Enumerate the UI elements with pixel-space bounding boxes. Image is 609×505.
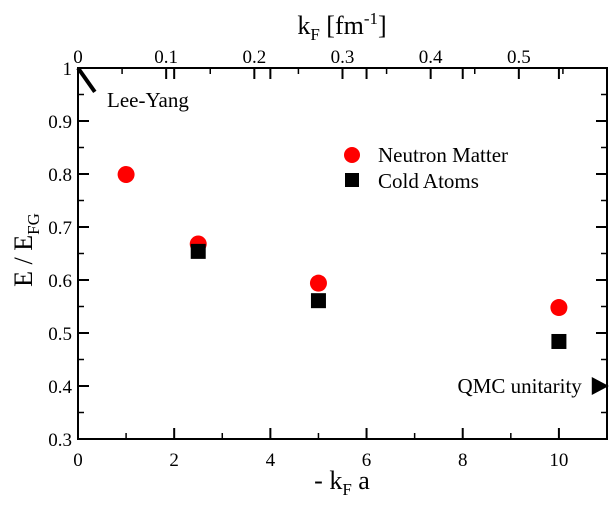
top-tick-label: 0.1 [154, 47, 178, 68]
x-tick-label: 6 [362, 450, 372, 471]
top-tick-label: 0.3 [331, 47, 355, 68]
top-axis-title: kF [fm-1] [297, 9, 386, 44]
qmc-unitarity-label: QMC unitarity [458, 374, 583, 398]
neutron-matter-point [309, 274, 327, 292]
y-axis-title: E / EFG [9, 213, 43, 287]
lee-yang-label: Lee-Yang [107, 88, 189, 112]
y-tick-label: 0.8 [48, 165, 72, 186]
y-tick-label: 0.7 [48, 218, 72, 239]
cold-atoms-point [190, 243, 206, 259]
y-tick-label: 0.9 [48, 112, 72, 133]
annotations: Lee-Yang QMC unitarity [76, 66, 609, 398]
cold-atoms-point [551, 333, 567, 349]
y-tick-label: 0.4 [48, 377, 72, 398]
legend-neutron-marker [344, 147, 360, 163]
y-tick-label: 0.6 [48, 271, 72, 292]
tick-labels: 0 2 4 6 8 10 0 0.1 0.2 0.3 0.4 0.5 0.3 0.4 0.5 0.6 0.7 0.… [48, 47, 568, 471]
qmc-unitarity-marker [591, 377, 609, 395]
x-tick-label: 4 [266, 450, 276, 471]
ticks [77, 67, 607, 440]
legend-cold-marker [345, 173, 359, 187]
x-tick-label: 10 [549, 450, 568, 471]
y-tick-label: 1 [63, 59, 73, 80]
top-tick-label: 0.4 [419, 47, 443, 68]
neutron-matter-point [550, 299, 568, 317]
top-tick-label: 0 [73, 47, 83, 68]
x-tick-label: 0 [73, 450, 83, 471]
legend-neutron-label: Neutron Matter [378, 143, 508, 167]
x-axis-title: - kF a [314, 466, 370, 499]
y-tick-label: 0.5 [48, 324, 72, 345]
legend-cold-label: Cold Atoms [378, 169, 479, 193]
legend: Neutron Matter Cold Atoms [344, 143, 508, 193]
top-tick-label: 0.2 [242, 47, 266, 68]
x-tick-label: 2 [169, 450, 179, 471]
x-tick-label: 8 [458, 450, 468, 471]
neutron-matter-point [117, 166, 135, 184]
cold-atoms-point [310, 293, 326, 309]
data-points [117, 166, 568, 349]
top-tick-label: 0.5 [507, 47, 531, 68]
y-tick-label: 0.3 [48, 430, 72, 451]
lee-yang-line [76, 66, 97, 94]
